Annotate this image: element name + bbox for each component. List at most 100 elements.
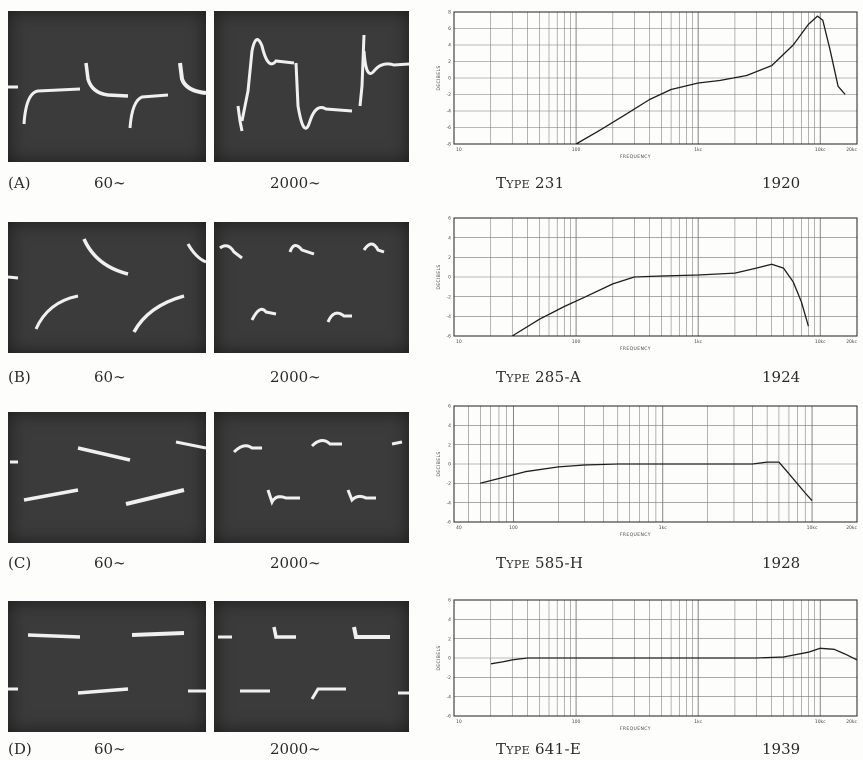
plot-frame — [453, 405, 858, 523]
scope-caption-2000-b: 2000∼ — [270, 368, 321, 386]
frequency-response-chart-c: 6 4 2 0 -2 -4 -6 40 100 1kc 10kc 20kc FREQUENCY DECIB… — [426, 402, 863, 542]
y-tick-label: 2 — [448, 442, 451, 448]
response-curve — [490, 647, 858, 665]
response-curve — [575, 15, 846, 145]
x-axis-label: FREQUENCY — [620, 726, 651, 732]
y-tick-label: 2 — [448, 636, 451, 642]
y-tick-label: -6 — [447, 125, 452, 131]
x-tick-label: 10 — [456, 719, 462, 725]
y-tick-label: 2 — [448, 59, 451, 65]
x-tick-label: 100 — [572, 719, 581, 725]
y-tick-label: -4 — [447, 694, 452, 700]
x-tick-label: 100 — [572, 339, 581, 345]
x-tick-label: 1kc — [694, 719, 702, 725]
grid-lines — [453, 217, 858, 337]
y-tick-label: 4 — [448, 43, 451, 49]
y-axis-label: DECIBELS — [436, 264, 442, 289]
y-tick-label: 4 — [448, 617, 451, 623]
y-axis-label: DECIBELS — [436, 645, 442, 670]
y-axis-label: DECIBELS — [436, 65, 442, 90]
x-tick-label: 100 — [572, 147, 581, 153]
y-axis-label: DECIBELS — [436, 451, 442, 476]
frequency-response-chart-a: 8 6 4 2 0 -2 -4 -6 -8 10 100 1kc 10kc 20kc FREQUENCY DE… — [426, 8, 863, 164]
response-curve — [511, 263, 810, 337]
scope-caption-60-c: 60∼ — [94, 554, 126, 572]
y-tick-label: 0 — [448, 275, 451, 281]
oscillogram-2000-a — [214, 11, 409, 162]
oscillogram-60-c — [8, 412, 206, 543]
y-tick-label: -4 — [447, 500, 452, 506]
y-tick-label: 6 — [448, 26, 451, 32]
x-tick-label: 10kc — [815, 147, 826, 153]
x-tick-label: 20kc — [846, 719, 857, 725]
scope-caption-60-b: 60∼ — [94, 368, 126, 386]
y-tick-label: -6 — [447, 334, 452, 340]
plot-frame — [453, 599, 858, 717]
x-tick-label: 20kc — [846, 147, 857, 153]
x-tick-label: 100 — [509, 525, 518, 531]
oscillogram-60-d — [8, 601, 206, 732]
y-tick-label: 4 — [448, 423, 451, 429]
panel-label-c: (C) — [8, 554, 32, 572]
model-label-a: Type 231 — [496, 174, 565, 192]
panel-label-b: (B) — [8, 368, 31, 386]
x-tick-label: 1kc — [694, 147, 702, 153]
response-curve — [480, 461, 813, 502]
x-tick-label: 1kc — [659, 525, 667, 531]
model-label-b: Type 285-A — [496, 368, 581, 386]
x-tick-label: 40 — [456, 525, 462, 531]
x-tick-label: 20kc — [846, 339, 857, 345]
y-tick-label: -4 — [447, 314, 452, 320]
year-label-c: 1928 — [762, 554, 801, 572]
y-tick-label: -4 — [447, 109, 452, 115]
y-tick-label: -6 — [447, 714, 452, 720]
plot-frame — [453, 217, 858, 337]
y-tick-label: -6 — [447, 520, 452, 526]
model-label-c: Type 585-H — [496, 554, 584, 572]
model-label-d: Type 641-E — [496, 740, 582, 758]
x-tick-label: 10kc — [815, 339, 826, 345]
x-tick-label: 10 — [456, 339, 462, 345]
y-tick-label: -2 — [447, 481, 452, 487]
panel-label-d: (D) — [8, 740, 32, 758]
y-tick-label: 0 — [448, 76, 451, 82]
year-label-d: 1939 — [762, 740, 801, 758]
x-axis-label: FREQUENCY — [620, 154, 651, 160]
scope-caption-2000-c: 2000∼ — [270, 554, 321, 572]
oscillogram-60-a — [8, 11, 206, 162]
y-tick-label: 0 — [448, 462, 451, 468]
y-tick-label: 8 — [448, 10, 451, 16]
x-axis-label: FREQUENCY — [620, 346, 651, 352]
x-tick-label: 10kc — [807, 525, 818, 531]
y-tick-label: -2 — [447, 294, 452, 300]
x-tick-label: 20kc — [846, 525, 857, 531]
plot-frame — [453, 11, 858, 145]
scope-caption-60-d: 60∼ — [94, 740, 126, 758]
oscillogram-2000-d — [214, 601, 409, 732]
x-tick-label: 1kc — [694, 339, 702, 345]
frequency-response-chart-b: 6 4 2 0 -2 -4 -6 10 100 1kc 10kc 20kc FREQUENCY DECIB… — [426, 214, 863, 356]
oscillogram-2000-b — [214, 222, 409, 353]
frequency-response-chart-d: 6 4 2 0 -2 -4 -6 10 100 1kc 10kc 20kc FREQUENCY DECIB… — [426, 596, 863, 736]
y-tick-label: 6 — [448, 404, 451, 410]
scope-caption-60-a: 60∼ — [94, 174, 126, 192]
scope-caption-2000-a: 2000∼ — [270, 174, 321, 192]
x-tick-label: 10kc — [815, 719, 826, 725]
scope-caption-2000-d: 2000∼ — [270, 740, 321, 758]
y-tick-label: -2 — [447, 92, 452, 98]
y-tick-label: 6 — [448, 216, 451, 222]
year-label-a: 1920 — [762, 174, 801, 192]
oscillogram-2000-c — [214, 412, 409, 543]
year-label-b: 1924 — [762, 368, 801, 386]
y-tick-label: 4 — [448, 235, 451, 241]
x-axis-label: FREQUENCY — [620, 532, 651, 538]
panel-label-a: (A) — [8, 174, 31, 192]
grid-lines — [453, 11, 858, 145]
oscillogram-60-b — [8, 222, 206, 353]
y-tick-label: -2 — [447, 675, 452, 681]
y-tick-label: -8 — [447, 142, 452, 148]
y-tick-label: 6 — [448, 598, 451, 604]
x-tick-label: 10 — [456, 147, 462, 153]
y-tick-label: 0 — [448, 656, 451, 662]
y-tick-label: 2 — [448, 255, 451, 261]
